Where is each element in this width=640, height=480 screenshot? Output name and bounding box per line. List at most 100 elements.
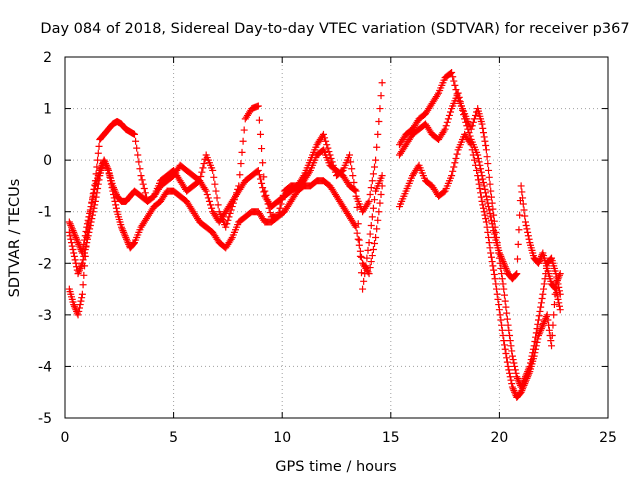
data-point-track-f [479, 175, 487, 183]
grid [65, 57, 608, 418]
data-point-track-d [479, 129, 487, 137]
data-point-track-e [517, 388, 525, 396]
data-point-track-f [444, 115, 452, 123]
data-point-track-a [368, 177, 376, 185]
data-point-track-d [534, 316, 542, 324]
data-point-track-b [79, 256, 87, 264]
data-point-track-f [490, 230, 498, 238]
data-point-track-c [356, 252, 364, 260]
data-point-track-d [448, 68, 456, 76]
data-point-track-d [506, 337, 514, 345]
data-point-track-b [76, 264, 84, 272]
data-point-track-f [535, 258, 543, 266]
data-point-track-a [138, 176, 146, 184]
data-point-track-e [554, 275, 562, 283]
data-point-track-b [74, 270, 82, 278]
data-point-track-e [486, 244, 494, 252]
data-point-track-d [487, 187, 495, 195]
data-point-track-f [520, 206, 528, 214]
data-point-track-f [485, 206, 493, 214]
data-point-track-f [458, 106, 466, 114]
data-point-track-f [443, 118, 451, 126]
data-point-track-c [368, 213, 376, 221]
data-point-track-e [477, 193, 485, 201]
data-point-track-e [503, 358, 511, 366]
data-point-track-b [68, 242, 76, 250]
y-tick-label: -1 [38, 205, 52, 221]
data-point-track-e [489, 262, 497, 270]
data-point-track-e [450, 163, 458, 171]
data-point-track-b [377, 191, 385, 199]
data-point-track-a [238, 148, 246, 156]
data-point-track-b [70, 252, 78, 260]
data-point-track-a [133, 144, 141, 152]
data-point-track-f [474, 154, 482, 162]
data-point-track-d [508, 347, 516, 355]
y-tick-label: -2 [38, 256, 52, 272]
data-point-track-d [507, 342, 515, 350]
data-point-track-e [505, 366, 513, 374]
data-point-track-a [239, 137, 247, 145]
data-point-track-b [70, 249, 78, 257]
data-point-track-e [547, 337, 555, 345]
data-point-track-c [208, 204, 216, 212]
data-point-track-f [497, 252, 505, 260]
data-point-track-e [532, 342, 540, 350]
data-point-track-e [492, 280, 500, 288]
data-point-track-e [449, 167, 457, 175]
data-point-track-e [479, 204, 487, 212]
data-point-track-e [495, 306, 503, 314]
data-point-track-e [520, 381, 528, 389]
data-point-track-c [70, 228, 78, 236]
data-point-track-f [551, 284, 559, 292]
axis-ticks [64, 56, 609, 419]
data-point-track-a [75, 307, 83, 315]
data-point-track-b [372, 234, 380, 241]
data-point-track-f [550, 283, 558, 291]
data-point-track-a [209, 166, 217, 174]
data-point-track-f [485, 203, 493, 211]
chart-title: Day 084 of 2018, Sidereal Day-to-day VTE… [40, 21, 629, 37]
data-point-track-a [224, 216, 232, 224]
data-point-track-b [353, 229, 361, 237]
data-point-track-a [237, 160, 245, 168]
data-point-track-b [369, 246, 377, 254]
data-point-track-a [70, 301, 78, 309]
data-point-track-a [79, 281, 87, 289]
data-point-track-b [122, 234, 130, 241]
data-point-track-e [519, 385, 527, 393]
data-point-track-f [478, 172, 486, 180]
data-point-track-e [482, 215, 490, 223]
data-point-track-d [540, 280, 548, 288]
data-point-track-e [548, 331, 556, 339]
data-point-track-e [537, 326, 545, 334]
data-point-track-f [474, 151, 482, 159]
data-point-track-e [507, 376, 515, 384]
data-point-track-f [552, 285, 560, 293]
data-point-track-a [70, 302, 78, 310]
data-point-track-c [110, 184, 118, 192]
data-point-track-d [501, 297, 509, 305]
data-point-track-a [325, 148, 333, 156]
x-tick-label: 5 [169, 430, 178, 446]
data-point-track-e [498, 321, 506, 329]
data-point-track-a [139, 180, 147, 188]
data-point-track-c [357, 269, 365, 277]
data-point-track-d [506, 331, 514, 339]
data-point-track-b [78, 259, 86, 267]
data-point-track-a [212, 187, 220, 195]
data-point-track-c [102, 161, 110, 169]
data-point-track-f [521, 218, 529, 226]
data-point-track-d [503, 315, 511, 323]
data-point-track-a [256, 130, 264, 138]
data-point-track-a [200, 160, 208, 168]
data-point-track-c [100, 156, 108, 164]
data-point-track-d [485, 173, 493, 181]
data-point-track-c [359, 285, 367, 293]
y-tick-label: 1 [43, 102, 52, 118]
data-point-track-f [442, 122, 450, 130]
data-point-track-c [352, 187, 360, 195]
y-tick-label: 2 [43, 50, 52, 66]
data-point-track-a [210, 173, 218, 181]
data-point-track-e [484, 228, 492, 236]
